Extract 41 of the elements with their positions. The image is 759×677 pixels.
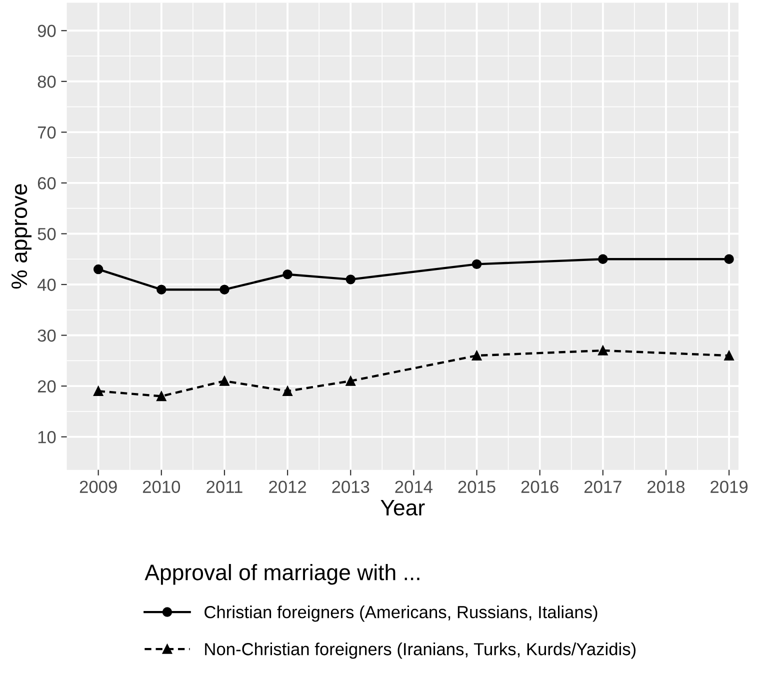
point bbox=[598, 346, 608, 356]
point bbox=[220, 376, 230, 386]
point bbox=[724, 254, 734, 264]
legend-title: Approval of marriage with ... bbox=[144, 564, 420, 585]
point bbox=[598, 254, 608, 264]
legend-label: Non-Christian foreigners (Iranians, Turks, Kurds/Yazidis) bbox=[205, 642, 636, 659]
point bbox=[472, 259, 482, 270]
point bbox=[724, 350, 734, 360]
point bbox=[93, 386, 104, 396]
x-tick-label: 2012 bbox=[269, 480, 306, 494]
y-tick-label: 50 bbox=[38, 228, 56, 240]
x-tick-label: 2018 bbox=[648, 480, 685, 494]
point bbox=[156, 391, 166, 402]
y-tick-label: 80 bbox=[38, 76, 56, 88]
point bbox=[156, 284, 166, 294]
y-tick-label: 90 bbox=[38, 24, 56, 38]
x-tick-label: 2011 bbox=[206, 480, 242, 494]
y-axis-title: % approve bbox=[11, 184, 32, 289]
x-tick-label: 2010 bbox=[142, 480, 180, 494]
y-tick-label: 10 bbox=[38, 431, 56, 444]
x-tick-label: 2013 bbox=[332, 480, 370, 494]
point bbox=[346, 376, 356, 386]
y-tick-label: 70 bbox=[38, 126, 56, 139]
x-tick-label: 2017 bbox=[584, 480, 622, 494]
x-axis-title: Year bbox=[380, 500, 425, 516]
point bbox=[472, 350, 482, 360]
x-tick-label: 2014 bbox=[395, 480, 432, 494]
point bbox=[220, 284, 230, 294]
point bbox=[346, 274, 356, 284]
point bbox=[282, 386, 292, 396]
x-tick-label: 2019 bbox=[710, 480, 748, 494]
x-tick-label: 2009 bbox=[80, 480, 117, 494]
x-tick-label: 2016 bbox=[521, 480, 558, 494]
y-tick-label: 20 bbox=[38, 380, 56, 393]
point bbox=[93, 264, 104, 274]
y-tick-label: 30 bbox=[38, 329, 56, 342]
x-tick-label: 2015 bbox=[458, 480, 496, 494]
point bbox=[282, 269, 292, 280]
legend-label: Christian foreigners (Americans, Russians, Italians) bbox=[204, 606, 598, 622]
y-tick-label: 40 bbox=[37, 278, 56, 291]
y-tick-label: 60 bbox=[38, 177, 56, 190]
